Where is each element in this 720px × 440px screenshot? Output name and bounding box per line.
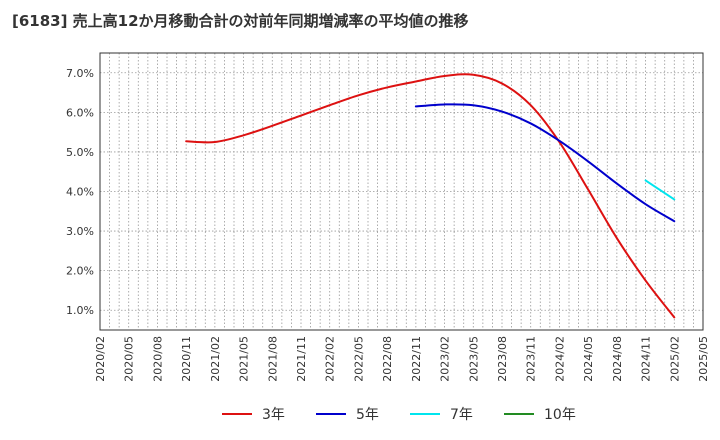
legend-label-2: 5年 <box>356 407 379 423</box>
x-tick-label: 2025/02 <box>668 336 681 382</box>
x-tick-label: 2023/11 <box>525 336 538 382</box>
x-tick-label: 2020/08 <box>151 336 164 382</box>
x-tick-label: 2020/11 <box>180 336 193 382</box>
x-tick-label: 2020/05 <box>123 336 136 382</box>
x-tick-label: 2023/05 <box>467 336 480 382</box>
x-tick-label: 2021/08 <box>266 336 279 382</box>
x-tick-label: 2021/05 <box>238 336 251 382</box>
series-line-2 <box>414 103 676 223</box>
chart-title: [6183] 売上高12か月移動合計の対前年同期増減率の平均値の推移 <box>12 12 469 30</box>
x-tick-label: 2024/05 <box>582 336 595 382</box>
plot-frame <box>99 52 704 331</box>
x-tick-label: 2024/08 <box>611 336 624 382</box>
x-tick-label: 2023/08 <box>496 336 509 382</box>
x-tick-label: 2023/02 <box>439 336 452 382</box>
legend-label-1: 3年 <box>262 407 285 423</box>
y-tick-label: 5.0% <box>66 146 94 159</box>
y-tick-label: 3.0% <box>66 225 94 238</box>
y-tick-label: 4.0% <box>66 186 94 199</box>
x-tick-label: 2022/08 <box>381 336 394 382</box>
x-tick-label: 2022/05 <box>352 336 365 382</box>
x-tick-label: 2020/02 <box>94 336 107 382</box>
y-tick-label: 7.0% <box>66 67 94 80</box>
legend-label-4: 10年 <box>544 407 576 423</box>
y-tick-label: 6.0% <box>66 106 94 119</box>
x-tick-label: 2022/11 <box>410 336 423 382</box>
x-tick-label: 2022/02 <box>324 336 337 382</box>
y-tick-label: 2.0% <box>66 265 94 278</box>
x-tick-label: 2024/02 <box>553 336 566 382</box>
y-tick-label: 1.0% <box>66 304 94 317</box>
series-line-3 <box>644 179 676 201</box>
x-tick-label: 2021/11 <box>295 336 308 382</box>
x-tick-label: 2021/02 <box>209 336 222 382</box>
series-line-1 <box>185 73 676 319</box>
x-tick-label: 2025/05 <box>697 336 710 382</box>
x-tick-label: 2024/11 <box>640 336 653 382</box>
legend-label-3: 7年 <box>450 407 473 423</box>
